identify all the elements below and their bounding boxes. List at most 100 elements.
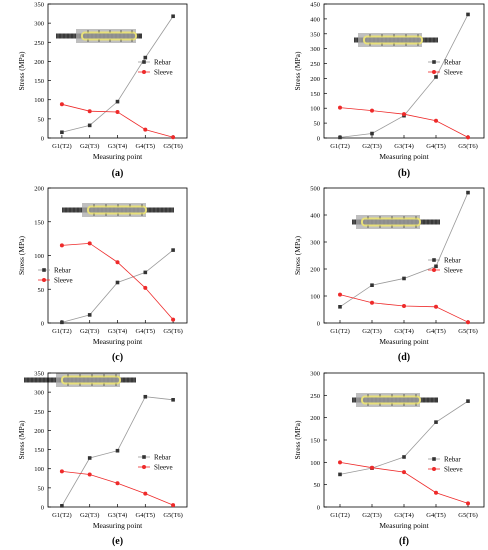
x-tick-label: G3(T4) [394, 512, 414, 519]
x-tick-label: G2(T3) [362, 143, 382, 150]
x-tick-label: G4(T5) [136, 512, 156, 519]
x-axis-title: Measuring point [93, 337, 143, 346]
y-tick-label: 300 [34, 21, 44, 28]
inset-gauge-band [81, 31, 137, 41]
legend-label: Sleeve [54, 277, 73, 285]
x-tick-label: G4(T5) [136, 328, 156, 335]
data-point-rebar [143, 270, 148, 275]
y-tick-label: 200 [310, 76, 320, 83]
data-point-sleeve [171, 503, 176, 508]
legend-marker-rebar [142, 455, 146, 459]
y-tick-label: 150 [34, 447, 44, 454]
connector-inset [24, 373, 136, 387]
x-tick-label: G3(T4) [108, 143, 128, 150]
legend: Rebar Sleeve [138, 59, 173, 77]
inset-sleeve [82, 203, 146, 217]
y-tick-label: 100 [310, 460, 320, 467]
y-tick-label: 0 [317, 505, 320, 512]
data-point-sleeve [87, 472, 92, 477]
y-tick-label: 250 [34, 40, 44, 47]
y-axis-title: Stress (MPa) [293, 420, 302, 459]
data-point-rebar [87, 123, 92, 128]
y-tick-label: 200 [34, 186, 44, 193]
panel-caption: (a) [112, 168, 124, 179]
data-point-sleeve [115, 109, 120, 114]
legend-marker-sleeve [142, 465, 146, 469]
y-axis-title: Stress (MPa) [293, 51, 302, 90]
data-point-rebar [60, 504, 64, 508]
x-tick-label: G3(T4) [108, 328, 128, 335]
x-tick-label: G5(T6) [163, 143, 183, 150]
x-axis-title: Measuring point [93, 521, 143, 530]
inset-sleeve [358, 33, 422, 47]
data-point-sleeve [434, 304, 438, 309]
series-line-sleeve [339, 107, 469, 138]
data-point-rebar [115, 280, 120, 285]
y-tick-label: 400 [310, 213, 320, 220]
data-point-rebar [143, 394, 148, 399]
data-point-sleeve [171, 135, 176, 140]
data-point-sleeve [338, 292, 342, 297]
x-tick-label: G4(T5) [136, 143, 156, 150]
series-line-rebar [339, 192, 469, 308]
panel-caption: (b) [398, 168, 410, 179]
data-point-rebar [171, 398, 175, 402]
data-point-rebar [434, 264, 438, 269]
x-tick-label: G1(T2) [330, 143, 350, 150]
legend-marker-rebar [432, 60, 436, 64]
legend-marker-rebar [142, 60, 146, 64]
plot-frame [47, 372, 188, 508]
legend-label: Rebar [444, 257, 461, 265]
x-tick-label: G1(T2) [52, 328, 72, 335]
data-point-rebar [60, 130, 64, 135]
legend-label: Rebar [444, 456, 461, 464]
y-tick-label: 150 [310, 438, 320, 445]
x-tick-label: G3(T4) [394, 143, 414, 150]
data-point-sleeve [434, 118, 438, 123]
data-point-rebar [338, 472, 342, 477]
series-line-sleeve [61, 103, 174, 138]
y-tick-label: 150 [34, 219, 44, 226]
legend: Rebar Sleeve [38, 267, 73, 285]
data-point-sleeve [402, 112, 406, 117]
y-tick-label: 0 [41, 136, 44, 143]
data-point-sleeve [402, 303, 406, 308]
x-axis-title: Measuring point [379, 337, 429, 346]
x-tick-label: G2(T3) [80, 328, 100, 335]
connector-inset [352, 393, 438, 407]
data-point-sleeve [171, 317, 176, 322]
legend-label: Rebar [154, 59, 171, 67]
y-tick-label: 250 [310, 61, 320, 68]
x-tick-label: G1(T2) [330, 512, 350, 519]
legend: Rebar Sleeve [138, 454, 173, 472]
x-tick-label: G5(T6) [458, 143, 478, 150]
data-point-sleeve [370, 465, 374, 470]
legend-marker-sleeve [142, 70, 146, 74]
y-tick-label: 100 [310, 106, 320, 113]
legend-label: Rebar [54, 267, 71, 275]
x-tick-label: G4(T5) [426, 328, 446, 335]
data-point-rebar [466, 190, 470, 195]
series-line-sleeve [339, 294, 469, 323]
data-point-sleeve [402, 470, 406, 475]
data-point-rebar [171, 14, 175, 19]
x-tick-label: G5(T6) [163, 328, 183, 335]
y-tick-label: 100 [310, 294, 320, 301]
x-tick-label: G4(T5) [426, 512, 446, 519]
inset-sleeve [356, 215, 420, 229]
inset-gauge-band [361, 217, 421, 227]
x-tick-label: G1(T2) [330, 328, 350, 335]
data-point-rebar [87, 313, 92, 317]
inset-sleeve [76, 29, 136, 43]
connector-inset [62, 203, 174, 217]
data-point-sleeve [466, 501, 470, 506]
x-tick-label: G3(T4) [394, 328, 414, 335]
legend-label: Sleeve [444, 466, 463, 474]
data-point-rebar [434, 420, 438, 424]
legend-label: Sleeve [154, 69, 173, 77]
chart-panel: 0 50 100 150 200 250 300 350 G1(T2) G2(T3) G3(T4) G… [17, 371, 188, 547]
x-axis-title: Measuring point [379, 152, 429, 161]
x-tick-label: G2(T3) [80, 143, 100, 150]
connector-inset [56, 29, 142, 43]
